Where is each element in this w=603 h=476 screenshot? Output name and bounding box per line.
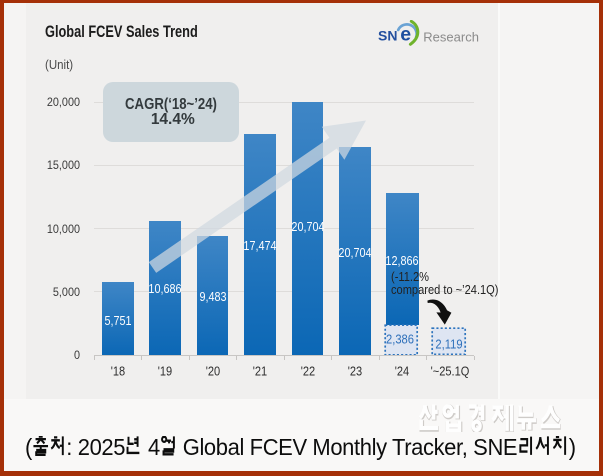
svg-text:SN: SN [378, 27, 397, 43]
svg-text:Research: Research [423, 29, 479, 44]
svg-text:e: e [400, 23, 411, 45]
